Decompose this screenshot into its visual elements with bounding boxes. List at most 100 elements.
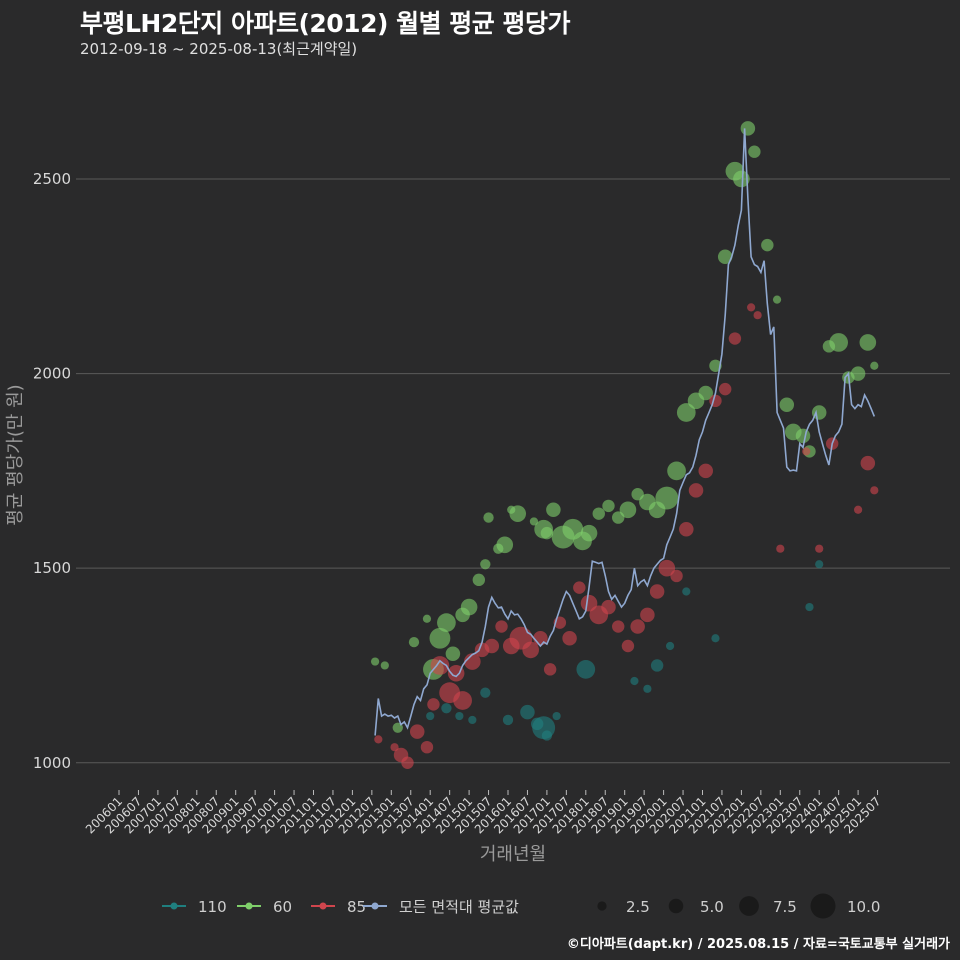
data-point-60	[460, 598, 478, 616]
data-point-110	[426, 711, 435, 721]
data-point-110	[711, 634, 720, 643]
y-tick-label: 1000	[33, 754, 71, 772]
data-point-85	[484, 638, 500, 654]
legend-size-circle	[739, 896, 759, 916]
grid-layer	[76, 178, 950, 764]
data-point-60	[592, 507, 605, 520]
data-point-60	[870, 361, 879, 370]
data-point-85	[658, 559, 676, 577]
legend-size-circle	[668, 898, 684, 914]
data-point-85	[688, 483, 704, 498]
data-point-60	[829, 333, 849, 352]
data-point-60	[529, 517, 539, 526]
data-point-85	[409, 724, 425, 739]
data-point-85	[612, 620, 625, 633]
data-point-60	[811, 405, 827, 420]
scatter-points	[370, 121, 879, 769]
data-point-85	[709, 394, 722, 408]
data-point-85	[815, 544, 824, 553]
data-point-60	[408, 636, 420, 648]
legend-size-label: 2.5	[626, 898, 650, 916]
legend-dot-60	[245, 902, 253, 910]
data-point-85	[728, 332, 742, 345]
data-point-85	[698, 463, 713, 479]
data-point-60	[748, 145, 761, 158]
data-point-60	[655, 486, 679, 510]
legend-size-circle	[597, 901, 607, 911]
data-point-60	[709, 359, 722, 372]
data-point-85	[522, 641, 539, 659]
data-point-85	[753, 311, 762, 320]
data-point-60	[850, 366, 866, 381]
y-axis-label: 평균 평당가(만 원)	[5, 384, 26, 525]
data-point-60	[667, 461, 686, 481]
data-point-60	[772, 295, 782, 304]
data-point-85	[495, 620, 508, 633]
legend-label-110: 110	[198, 898, 227, 916]
legend-label-모든 면적대 평균값: 모든 면적대 평균값	[399, 898, 519, 916]
legend-dot-110	[170, 902, 178, 910]
source-caption: ©디아파트(dapt.kr) / 2025.08.15 / 자료=국토교통부 실…	[566, 937, 950, 952]
data-point-85	[562, 630, 577, 646]
data-point-85	[670, 569, 683, 583]
data-point-60	[509, 505, 527, 522]
data-point-110	[441, 703, 452, 714]
data-point-110	[643, 684, 652, 693]
x-axis-label: 거래년월	[480, 844, 546, 865]
data-point-85	[573, 581, 586, 594]
data-point-60	[540, 526, 554, 540]
data-point-110	[552, 711, 561, 721]
data-point-85	[854, 505, 863, 514]
data-point-110	[520, 704, 535, 720]
data-point-85	[453, 691, 472, 710]
y-tick-label: 2500	[33, 170, 71, 188]
data-point-60	[580, 524, 598, 542]
data-point-110	[541, 730, 553, 741]
data-point-110	[576, 660, 596, 679]
legend: 110 60 85 모든 면적대 평균값 2.5 5.0 7.5 10.0	[162, 893, 880, 919]
data-point-85	[870, 486, 879, 495]
data-point-60	[761, 238, 774, 252]
data-point-60	[619, 501, 637, 519]
x-axis-ticks: 2006012006072007012007072008012008072009…	[83, 790, 884, 837]
legend-size-label: 5.0	[700, 898, 724, 916]
legend-size-label: 7.5	[773, 898, 797, 916]
legend-size-label: 10.0	[847, 898, 880, 916]
data-point-110	[650, 659, 664, 672]
data-point-85	[464, 653, 481, 670]
data-point-60	[733, 170, 750, 188]
data-point-85	[718, 382, 732, 396]
data-point-85	[543, 663, 557, 676]
data-point-85	[649, 584, 665, 599]
data-point-85	[430, 656, 450, 675]
data-point-60	[698, 385, 713, 401]
data-point-60	[480, 559, 491, 570]
data-point-110	[682, 587, 691, 596]
data-point-110	[805, 602, 814, 612]
data-point-60	[795, 428, 811, 444]
chart-subtitle: 2012-09-18 ~ 2025-08-13(최근계약일)	[80, 40, 358, 58]
data-point-110	[455, 711, 464, 721]
data-point-110	[480, 687, 491, 698]
data-point-85	[580, 594, 598, 612]
data-point-60	[472, 573, 486, 587]
average-line	[374, 128, 876, 736]
data-point-60	[370, 657, 380, 666]
data-point-60	[445, 646, 461, 662]
y-tick-label: 2000	[33, 365, 71, 383]
data-point-60	[380, 661, 389, 670]
legend-label-85: 85	[347, 898, 366, 916]
data-point-60	[779, 397, 795, 412]
data-point-60	[429, 627, 451, 649]
data-point-85	[640, 607, 655, 623]
legend-label-60: 60	[273, 898, 292, 916]
data-point-110	[665, 641, 675, 651]
average-line-layer	[374, 128, 876, 736]
data-point-85	[860, 455, 876, 471]
data-point-110	[630, 676, 639, 686]
data-point-85	[802, 447, 811, 456]
legend-dot-모든 면적대 평균값	[371, 902, 379, 910]
y-tick-label: 1500	[33, 559, 71, 577]
data-point-85	[601, 599, 616, 615]
